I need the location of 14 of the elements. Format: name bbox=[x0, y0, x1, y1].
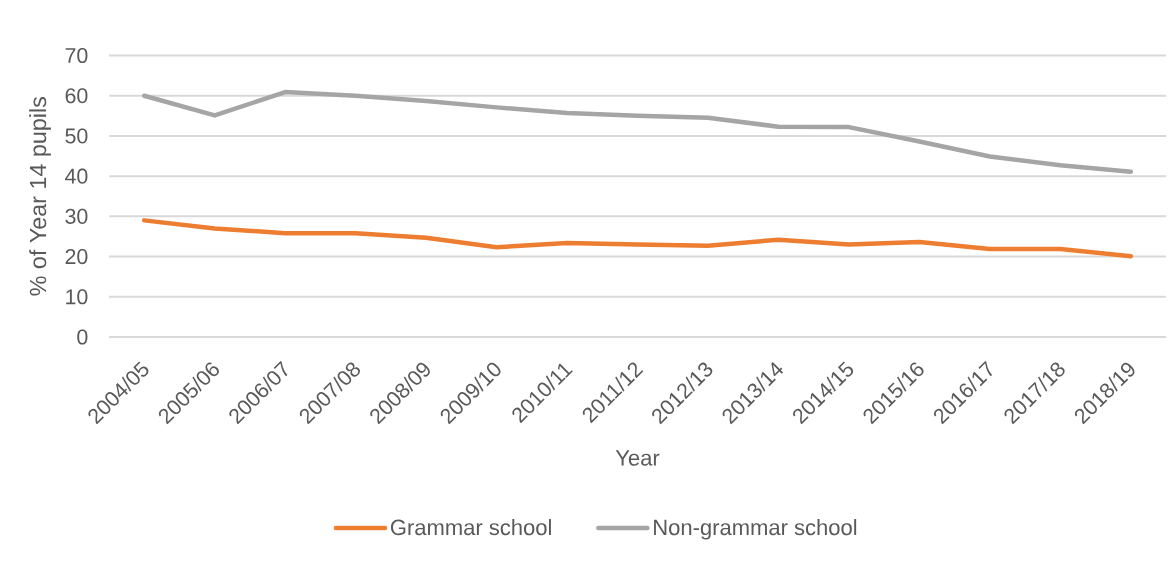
y-tick-label: 60 bbox=[65, 88, 88, 104]
line-series bbox=[141, 218, 1134, 259]
y-tick-label: 70 bbox=[65, 47, 88, 64]
y-axis-title: % of Year 14 pupils bbox=[29, 97, 51, 296]
y-tick-label: 10 bbox=[66, 289, 88, 305]
line-series bbox=[141, 89, 1134, 174]
legend-label: Non-grammar school bbox=[654, 519, 857, 540]
y-tick-label: 40 bbox=[65, 168, 88, 184]
y-tick-label: 0 bbox=[77, 329, 88, 345]
x-axis-title: Year bbox=[615, 450, 660, 466]
legend-label: Grammar school bbox=[390, 519, 551, 536]
y-tick-label: 50 bbox=[65, 128, 88, 144]
y-tick-label: 30 bbox=[65, 208, 88, 224]
y-tick-label: 20 bbox=[65, 249, 88, 265]
